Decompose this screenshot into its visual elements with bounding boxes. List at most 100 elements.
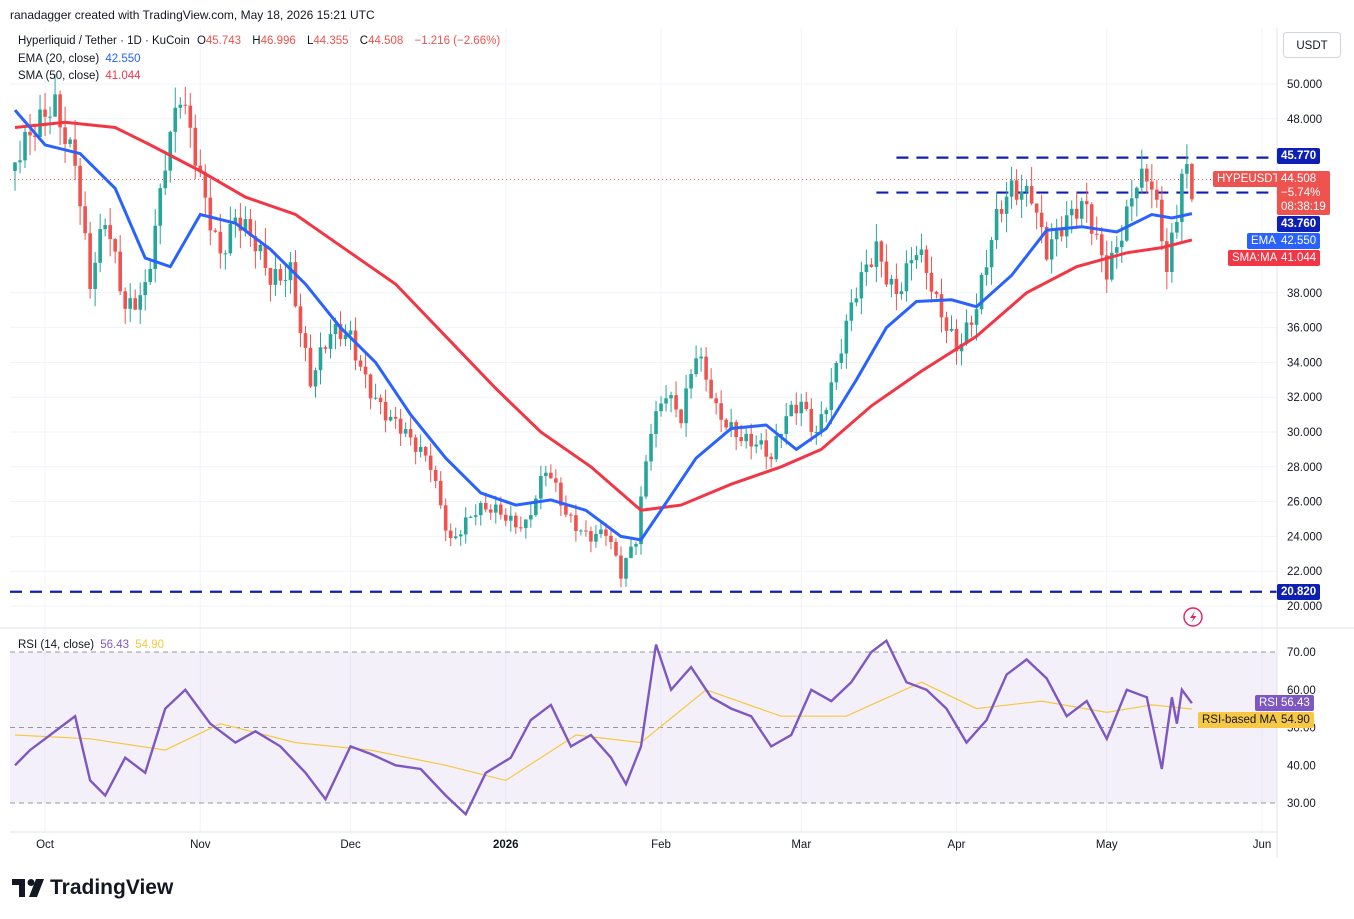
candle [509, 505, 513, 532]
candle [403, 422, 408, 438]
candle [358, 355, 363, 372]
candle [709, 368, 713, 399]
ema-legend-value: 42.550 [105, 53, 141, 65]
candle [488, 504, 493, 520]
candle [213, 228, 218, 233]
symbol-legend[interactable]: Hyperliquid / Tether · 1D · KuCoin O45.7… [18, 35, 504, 47]
candle [398, 408, 403, 446]
candle [318, 332, 323, 385]
rsi-line [14, 638, 1193, 817]
candle [228, 206, 233, 256]
candle [874, 223, 879, 283]
candle [378, 394, 383, 415]
candle [1084, 182, 1089, 223]
candle [128, 283, 132, 323]
candle [348, 320, 353, 350]
sma-legend[interactable]: SMA (50, close) 41.044 [18, 70, 141, 82]
candle [1165, 228, 1169, 290]
low-label: L [306, 35, 314, 47]
candle [428, 443, 433, 483]
candle [53, 74, 57, 117]
candle [1104, 240, 1109, 293]
candle [644, 454, 648, 500]
rsi-value-tag: 56.43 [1277, 695, 1314, 711]
candle [859, 261, 864, 315]
candle [393, 406, 398, 429]
candle [584, 520, 588, 537]
candle [784, 403, 789, 445]
tradingview-logo[interactable]: TradingView [12, 876, 173, 900]
candle [789, 400, 794, 417]
candle [914, 245, 919, 269]
candle [108, 207, 112, 257]
candle [263, 228, 268, 276]
candle [969, 315, 974, 338]
candle [1009, 166, 1014, 209]
candle [649, 423, 653, 471]
candle [48, 106, 52, 135]
candle [63, 106, 67, 163]
candle [308, 334, 313, 389]
candle [534, 495, 538, 517]
candle [253, 220, 258, 269]
candle [839, 339, 844, 370]
candle [869, 258, 874, 268]
rsi-tick-label: 70.00 [1287, 647, 1316, 659]
candle [669, 391, 673, 413]
candle [704, 347, 708, 392]
price-tick-label: 24.000 [1287, 531, 1322, 543]
candle [343, 324, 348, 347]
candle [589, 526, 593, 553]
candle [684, 374, 688, 437]
candle [363, 352, 368, 389]
candle [1029, 166, 1034, 206]
candle [133, 289, 137, 311]
rsi-legend-label: RSI (14, close) [18, 639, 95, 651]
candle [118, 235, 122, 296]
candle [864, 249, 869, 286]
candle [949, 315, 954, 332]
candle [804, 391, 809, 412]
candle [714, 392, 718, 415]
candle [544, 465, 548, 487]
ema-legend-label: EMA (20, close) [18, 53, 100, 65]
sma-value-tag: 41.044 [1277, 250, 1321, 266]
candle [323, 345, 328, 354]
candle [1049, 223, 1054, 274]
sma-name-tag: SMA:MA [1228, 250, 1282, 266]
candle [43, 92, 47, 137]
candle [759, 432, 763, 450]
candle [23, 125, 27, 169]
candle [884, 244, 889, 288]
currency-selector[interactable]: USDT [1283, 32, 1341, 58]
time-tick-label: Feb [651, 839, 671, 851]
ema-legend[interactable]: EMA (20, close) 42.550 [18, 53, 141, 65]
candle [383, 389, 388, 433]
rsi-legend[interactable]: RSI (14, close) 56.43 54.90 [18, 639, 164, 651]
candle [1190, 162, 1194, 203]
candle [1129, 179, 1134, 222]
candle [208, 179, 213, 246]
candle [178, 97, 183, 119]
candle [909, 247, 914, 281]
candle [1014, 169, 1019, 206]
resistance-high-tag: 45.770 [1277, 148, 1321, 164]
price-tick-label: 50.000 [1287, 79, 1322, 91]
rsi-legend-value: 56.43 [100, 639, 130, 651]
candle [599, 522, 603, 538]
candle [423, 446, 428, 462]
price-value: 44.508 [1281, 173, 1317, 185]
time-tick-label: Apr [948, 839, 966, 851]
candle [904, 250, 909, 302]
alert-icon[interactable] [1183, 607, 1203, 627]
candle [659, 396, 663, 417]
candle [654, 400, 658, 448]
candle [794, 392, 799, 425]
time-tick-label: Nov [190, 839, 211, 851]
candle [989, 236, 994, 285]
candle [729, 408, 733, 438]
open-label: O [196, 35, 206, 47]
time-tick-label: Jun [1253, 839, 1272, 851]
candle [929, 256, 934, 303]
